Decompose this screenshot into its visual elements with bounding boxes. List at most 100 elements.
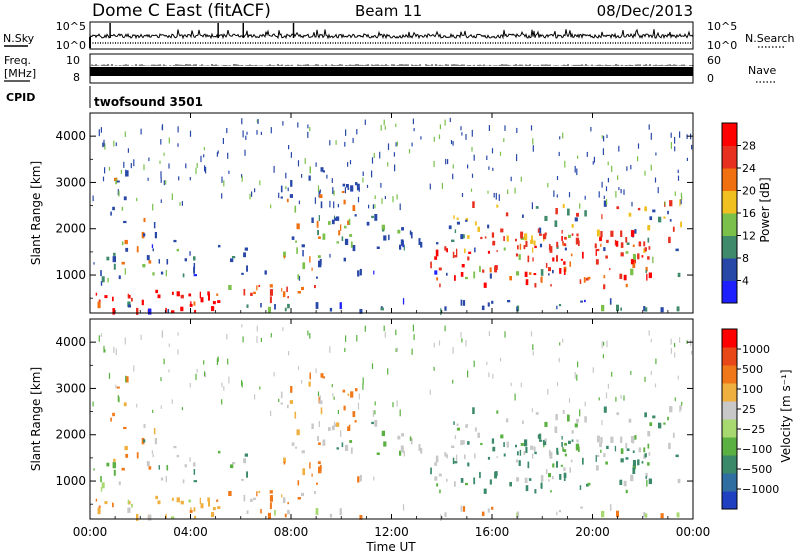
power-cell bbox=[167, 309, 169, 314]
power-speckle bbox=[674, 136, 676, 144]
velocity-cell bbox=[527, 461, 530, 469]
power-speckle bbox=[495, 192, 497, 200]
power-cell bbox=[610, 230, 614, 237]
power-speckle bbox=[304, 158, 306, 164]
velocity-cell bbox=[350, 391, 354, 398]
power-speckle bbox=[227, 152, 229, 159]
velocity-cell bbox=[246, 471, 248, 478]
colorbar-segment bbox=[722, 235, 737, 259]
velocity-cell bbox=[587, 482, 591, 486]
velocity-speckle bbox=[413, 334, 415, 340]
power-speckle bbox=[380, 182, 382, 188]
velocity-speckle bbox=[203, 360, 205, 365]
power-cell bbox=[112, 308, 116, 315]
power-speckle bbox=[140, 128, 142, 135]
velocity-speckle bbox=[429, 389, 431, 395]
power-speckle bbox=[433, 136, 435, 142]
power-cell bbox=[317, 255, 321, 258]
velocity-colorbar: 1000 500 100 25 −25 −100 −500 −1000 bbox=[721, 328, 779, 510]
power-cell bbox=[388, 234, 390, 241]
power-cell bbox=[563, 261, 566, 265]
velocity-speckle bbox=[364, 325, 366, 332]
velocity-cell bbox=[454, 435, 457, 440]
velocity-cell bbox=[564, 453, 567, 457]
velocity-cell bbox=[494, 471, 497, 479]
power-speckle bbox=[486, 155, 488, 160]
velocity-cell bbox=[632, 450, 635, 453]
power-cell bbox=[318, 190, 321, 198]
power-cell bbox=[562, 241, 564, 245]
power-cell bbox=[616, 304, 619, 312]
velocity-cell bbox=[596, 454, 600, 458]
velocity-cell bbox=[562, 447, 564, 451]
velocity-cell bbox=[491, 438, 495, 444]
power-cell bbox=[315, 302, 319, 309]
power-cell bbox=[465, 219, 468, 222]
velocity-cell bbox=[550, 490, 552, 493]
power-cell bbox=[121, 241, 124, 246]
colorbar-segment bbox=[722, 258, 737, 281]
power-speckle bbox=[260, 131, 262, 135]
power-speckle bbox=[532, 145, 534, 152]
power-scatter-cells bbox=[92, 117, 693, 316]
power-speckle bbox=[590, 127, 592, 132]
power-speckle bbox=[601, 181, 603, 188]
velocity-speckle bbox=[576, 374, 578, 381]
velocity-cell bbox=[336, 447, 339, 450]
power-cell bbox=[106, 256, 110, 261]
power-cell bbox=[496, 250, 498, 253]
velocity-cell bbox=[522, 420, 524, 424]
power-speckle bbox=[246, 131, 248, 135]
power-speckle bbox=[282, 121, 284, 126]
velocity-cell bbox=[399, 450, 402, 456]
power-cell bbox=[165, 307, 167, 314]
colorbar-tick-label: 16 bbox=[742, 207, 756, 220]
power-cell bbox=[567, 208, 570, 216]
power-cell bbox=[373, 270, 375, 275]
velocity-cell bbox=[287, 502, 289, 505]
power-cell bbox=[171, 291, 174, 295]
velocity-speckle bbox=[241, 324, 243, 328]
velocity-speckle bbox=[674, 342, 676, 348]
velocity-speckle bbox=[124, 337, 126, 345]
velocity-cell bbox=[290, 386, 293, 393]
plot-title: Dome C East (fitACF) bbox=[92, 1, 271, 21]
power-speckle bbox=[163, 180, 165, 186]
noise-trace bbox=[89, 23, 694, 48]
colorbar-segment bbox=[722, 145, 737, 169]
velocity-cell bbox=[596, 435, 600, 443]
velocity-speckle bbox=[387, 368, 389, 375]
power-cell bbox=[660, 307, 664, 313]
velocity-cell bbox=[453, 421, 455, 425]
velocity-speckle bbox=[577, 361, 579, 368]
velocity-speckle bbox=[195, 373, 197, 380]
power-cell bbox=[460, 272, 464, 277]
power-cell bbox=[295, 240, 297, 243]
velocity-cell bbox=[644, 513, 648, 518]
power-cell bbox=[359, 309, 363, 314]
velocity-cell bbox=[630, 474, 634, 482]
power-speckle bbox=[460, 126, 462, 131]
power-cell bbox=[322, 233, 326, 240]
power-cell bbox=[539, 243, 543, 248]
velocity-cell bbox=[123, 426, 127, 430]
velocity-cell bbox=[571, 430, 574, 434]
power-speckle bbox=[438, 134, 441, 140]
velocity-cell bbox=[676, 512, 680, 518]
power-speckle bbox=[221, 176, 223, 183]
power-cell bbox=[182, 273, 185, 278]
velocity-speckle bbox=[189, 383, 191, 388]
velocity-cell bbox=[669, 406, 673, 413]
power-cell bbox=[121, 206, 124, 211]
velocity-cell bbox=[660, 513, 664, 519]
power-cell bbox=[460, 234, 464, 240]
velocity-speckle bbox=[532, 351, 534, 356]
power-cell bbox=[552, 257, 555, 262]
velocity-cell bbox=[571, 439, 574, 442]
power-cell bbox=[549, 246, 553, 253]
y-tick-label: 3000 bbox=[55, 381, 86, 395]
power-cell bbox=[380, 307, 384, 311]
power-speckle bbox=[520, 176, 522, 182]
power-cell bbox=[374, 214, 378, 221]
colorbar-segment bbox=[722, 437, 737, 456]
